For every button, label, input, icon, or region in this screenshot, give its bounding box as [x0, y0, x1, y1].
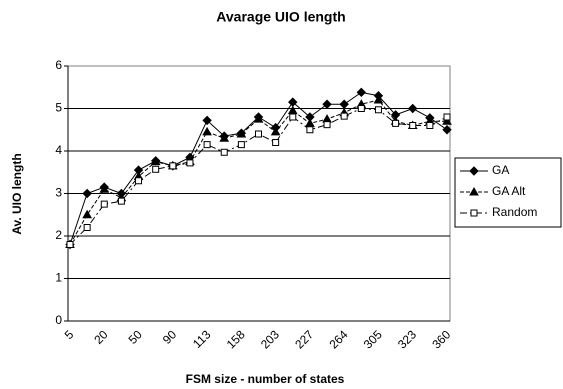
data-point	[340, 112, 348, 120]
legend-marker	[469, 166, 479, 176]
data-point	[442, 116, 452, 125]
y-tick-label: 3	[55, 186, 62, 200]
legend-marker	[470, 209, 478, 217]
x-tick-label: 158	[224, 327, 248, 351]
x-tick-label: 90	[160, 327, 180, 347]
data-point	[287, 105, 298, 115]
data-point	[82, 209, 92, 219]
data-point	[322, 99, 332, 109]
data-point	[203, 141, 211, 149]
data-point	[83, 224, 91, 231]
y-axis-title: Av. UIO length	[10, 153, 24, 234]
data-point	[135, 177, 143, 185]
x-axis-title: FSM size - number of states	[186, 372, 345, 386]
data-point	[202, 115, 212, 126]
x-tick-label: 305	[361, 327, 385, 351]
data-point	[305, 118, 315, 127]
data-point	[202, 126, 212, 136]
data-point	[357, 105, 365, 112]
data-point	[339, 99, 349, 109]
data-point	[82, 188, 92, 199]
data-point	[219, 133, 230, 142]
data-point	[426, 122, 434, 129]
data-point	[373, 94, 384, 104]
data-point	[253, 114, 264, 123]
data-point	[169, 162, 177, 170]
data-point	[306, 126, 314, 134]
series-line	[69, 99, 447, 245]
data-point	[272, 139, 280, 146]
legend-label: GA	[492, 163, 509, 177]
x-tick-label: 50	[126, 327, 146, 347]
data-point	[392, 119, 400, 127]
y-tick-label: 4	[55, 143, 62, 157]
y-tick-label: 5	[55, 101, 62, 115]
y-tick-label: 6	[55, 58, 62, 72]
legend-label: Random	[492, 205, 537, 219]
data-point	[322, 114, 332, 123]
x-tick-label: 323	[395, 327, 419, 351]
data-point	[442, 125, 452, 135]
data-point	[117, 197, 125, 205]
data-point	[270, 126, 281, 136]
data-point	[100, 200, 108, 208]
data-point	[99, 184, 110, 193]
x-tick-label: 203	[258, 327, 282, 351]
data-point	[66, 241, 74, 248]
data-point	[220, 148, 228, 156]
series-line	[69, 107, 448, 245]
chart-title: Avarage UIO length	[216, 9, 345, 25]
data-point	[409, 122, 417, 129]
x-tick-label: 20	[91, 327, 111, 347]
x-tick-label: 5	[62, 327, 77, 342]
data-point	[289, 113, 297, 121]
data-point	[236, 128, 247, 138]
data-point	[323, 121, 331, 129]
data-point	[374, 106, 382, 114]
x-tick-label: 264	[326, 327, 350, 351]
x-tick-label: 360	[429, 327, 453, 351]
y-tick-label: 1	[55, 271, 62, 285]
data-point	[237, 141, 245, 149]
x-tick-label: 227	[292, 327, 316, 351]
data-point	[356, 87, 367, 98]
legend-label: GA Alt	[492, 184, 526, 198]
y-tick-label: 0	[55, 313, 62, 327]
data-point	[150, 156, 161, 166]
data-point	[152, 165, 160, 173]
x-tick-label: 113	[190, 327, 214, 351]
y-tick-label: 2	[55, 228, 62, 242]
data-point	[186, 159, 194, 167]
legend-marker	[469, 186, 479, 196]
data-point	[408, 103, 418, 114]
data-point	[255, 130, 262, 138]
data-point	[443, 113, 451, 121]
